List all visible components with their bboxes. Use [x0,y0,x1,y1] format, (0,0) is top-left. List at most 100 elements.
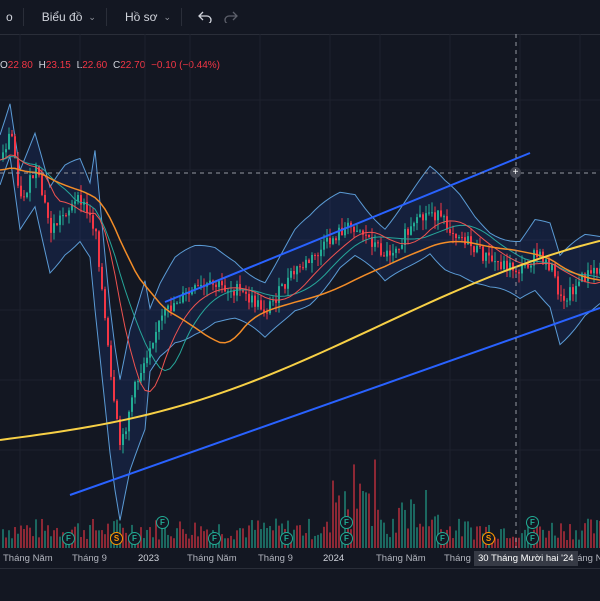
volume-bar [308,518,310,548]
earnings-marker[interactable]: F [526,532,539,545]
price-chart[interactable] [0,34,600,548]
volume-bar [362,490,364,548]
candle [122,428,124,454]
close-value: 22.70 [120,60,146,71]
volume-bar [173,538,175,548]
time-axis[interactable]: Tháng Năm Tháng 9 2023 Tháng Năm Tháng 9… [0,548,600,568]
volume-bar [86,538,88,548]
chart-menu-button[interactable]: Biểu đồ ⌄ [36,0,102,34]
volume-bar [293,529,295,548]
candle [569,277,571,306]
candle [344,222,346,238]
volume-bar [566,539,568,548]
volume-bar [539,526,541,548]
volume-bar [569,524,571,548]
candle [377,240,379,248]
candle [158,320,160,340]
volume-bar [200,526,202,548]
volume-bar [410,499,412,548]
candle [419,205,421,218]
candle [233,288,235,304]
volume-bar [419,523,421,548]
bottom-bar [0,568,600,601]
earnings-marker[interactable]: F [436,532,449,545]
split-marker[interactable]: S [482,532,495,545]
volume-bar [107,523,109,548]
volume-bar [473,539,475,548]
volume-bar [335,502,337,548]
candle [560,285,562,302]
volume-bar [368,493,370,548]
candle [80,185,82,213]
profile-menu-button[interactable]: Hồ sơ ⌄ [119,0,177,34]
volume-bar [254,529,256,548]
volume-bar [374,459,376,548]
x-tick-label: Tháng Năm [187,553,237,564]
candle [500,254,502,271]
candle [398,248,400,254]
candle [488,244,490,264]
volume-bar [155,520,157,548]
candle [455,233,457,246]
candle [110,340,112,381]
volume-bar [578,539,580,548]
earnings-marker[interactable]: F [340,532,353,545]
candle [362,229,364,243]
candle [107,316,109,348]
high-value: 23.15 [45,60,71,71]
candle [101,263,103,291]
candle [209,272,211,284]
undo-button[interactable] [192,0,218,34]
volume-bar [11,538,13,548]
volume-bar [572,539,574,548]
candle [104,286,106,321]
ma-long-line [0,239,600,441]
candle [380,237,382,257]
earnings-marker[interactable]: F [526,516,539,529]
volume-bar [515,537,517,548]
toolbar-separator [105,8,107,26]
split-marker[interactable]: S [110,532,123,545]
volume-bar [365,492,367,548]
high-key: H [38,60,46,71]
candle [86,193,88,219]
candle [41,169,43,197]
candle [320,239,322,266]
earnings-marker[interactable]: F [208,532,221,545]
undo-icon [198,11,212,23]
candle [479,237,481,249]
volume-bar [476,526,478,548]
volume-bar [311,539,313,548]
candle [227,288,229,301]
volume-bar [428,526,430,548]
earnings-marker[interactable]: F [156,516,169,529]
earnings-marker[interactable]: F [280,532,293,545]
volume-bar [251,520,253,548]
volume-bar [458,518,460,548]
volume-bar [32,536,34,548]
candle [71,199,73,213]
volume-bar [230,535,232,548]
candle [116,399,118,420]
candle [386,241,388,262]
volume-bar [233,539,235,548]
redo-button[interactable] [218,0,244,34]
x-tick-label: Tháng 9 [72,553,107,564]
candle [458,234,460,240]
volume-bar [188,538,190,548]
earnings-marker[interactable]: F [340,516,353,529]
add-alert-plus-icon[interactable]: + [510,167,521,178]
crosshair-date-label: 30 Tháng Mười hai '24 [474,551,578,566]
volume-bar [182,529,184,548]
volume-bar [242,528,244,548]
toolbar-cut-item[interactable]: o [0,0,19,34]
volume-bar [161,524,163,548]
candle [476,239,478,254]
candle [383,251,385,257]
earnings-marker[interactable]: F [128,532,141,545]
candle [512,261,514,279]
volume-bar [380,519,382,548]
earnings-marker[interactable]: F [62,532,75,545]
candle [329,228,331,248]
candle [326,228,328,249]
